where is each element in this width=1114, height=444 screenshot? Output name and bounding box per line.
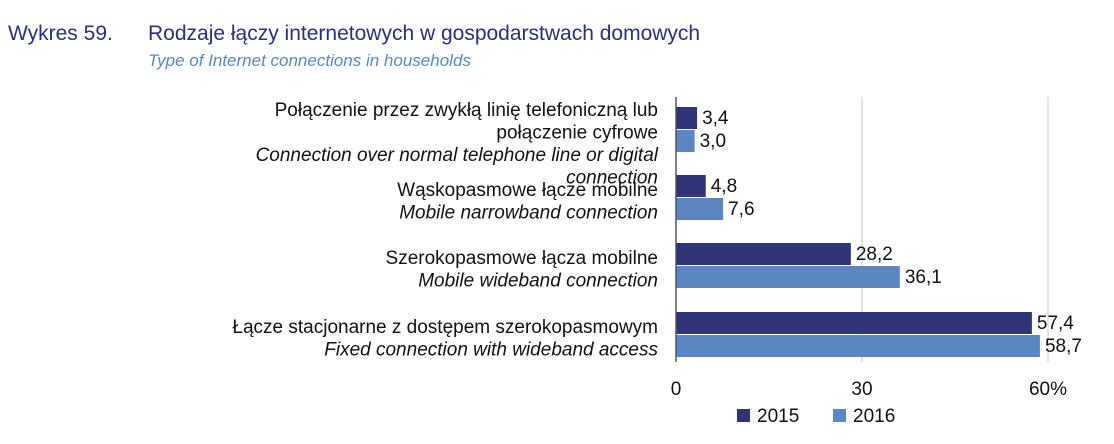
category-label-pl-2-0: Szerokopasmowe łącza mobilne (386, 248, 658, 269)
category-label-en-0-0: Connection over normal telephone line or… (256, 145, 659, 166)
figure-number: Wykres 59. (8, 22, 113, 45)
data-label-2015-2: 28,2 (856, 244, 893, 265)
bar-2015-0 (676, 107, 698, 129)
legend-label-2016: 2016 (853, 406, 895, 427)
category-label-pl-1-0: Wąskopasmowe łącze mobilne (397, 180, 658, 201)
chart-subtitle: Type of Internet connections in househol… (148, 51, 471, 70)
bar-2015-1 (676, 175, 706, 197)
bar-2016-0 (676, 130, 695, 152)
category-label-pl-0-0: Połączenie przez zwykłą linię telefonicz… (275, 100, 658, 121)
bar-2016-1 (676, 198, 724, 220)
x-tick-label-60: 60% (1029, 379, 1067, 400)
bar-2015-3 (676, 312, 1032, 334)
category-label-en-3-0: Fixed connection with wideband access (324, 340, 658, 361)
x-tick-label-30: 30 (851, 379, 872, 400)
category-label-en-1-0: Mobile narrowband connection (399, 203, 658, 224)
category-label-pl-3-0: Łącze stacjonarne z dostępem szerokopasm… (232, 317, 658, 338)
data-label-2015-0: 3,4 (702, 108, 729, 129)
data-label-2016-0: 3,0 (700, 131, 726, 152)
bar-2016-3 (676, 335, 1040, 357)
x-tick-label-0: 0 (671, 379, 682, 400)
legend-swatch-2016 (833, 409, 846, 422)
data-label-2015-3: 57,4 (1037, 313, 1074, 334)
data-label-2015-1: 4,8 (711, 176, 737, 197)
data-label-2016-1: 7,6 (728, 199, 754, 220)
legend-swatch-2015 (737, 409, 750, 422)
category-label-en-2-0: Mobile wideband connection (418, 271, 658, 292)
legend-label-2015: 2015 (757, 406, 799, 427)
category-label-en-0-1: connection (566, 168, 658, 189)
bar-2016-2 (676, 266, 900, 288)
bar-2015-2 (676, 243, 851, 265)
data-label-2016-2: 36,1 (905, 267, 942, 288)
category-label-pl-0-1: połączenie cyfrowe (496, 123, 658, 144)
data-label-2016-3: 58,7 (1045, 336, 1082, 357)
chart-title: Rodzaje łączy internetowych w gospodarst… (148, 22, 701, 45)
